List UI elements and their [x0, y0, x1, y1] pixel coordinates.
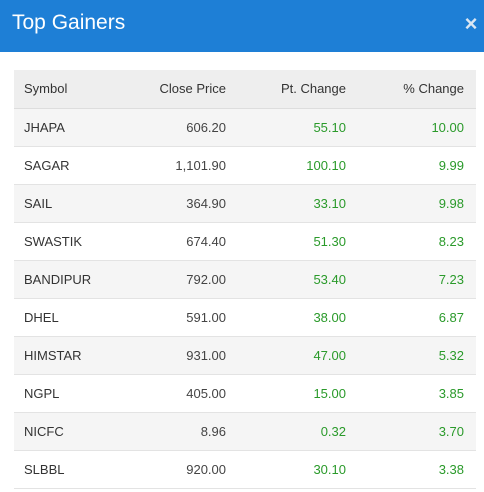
cell-pct-change: 3.70 — [438, 423, 464, 439]
cell-pt-change: 47.00 — [313, 347, 346, 363]
cell-close-price: 8.96 — [200, 423, 226, 439]
table-row[interactable]: HIMSTAR 931.00 47.00 5.32 — [14, 336, 476, 374]
cell-symbol: NICFC — [24, 423, 64, 439]
table-row[interactable]: DHEL 591.00 38.00 6.87 — [14, 298, 476, 336]
cell-symbol: SWASTIK — [24, 233, 83, 249]
cell-pct-change: 9.99 — [438, 157, 464, 173]
table-row[interactable]: JHAPA 606.20 55.10 10.00 — [14, 108, 476, 146]
table-row[interactable]: BANDIPUR 792.00 53.40 7.23 — [14, 260, 476, 298]
cell-symbol: SAIL — [24, 195, 53, 211]
cell-pct-change: 9.98 — [438, 195, 464, 211]
cell-close-price: 405.00 — [186, 385, 226, 401]
cell-close-price: 674.40 — [186, 233, 226, 249]
cell-symbol: NGPL — [24, 385, 60, 401]
cell-pct-change: 7.23 — [438, 271, 464, 287]
cell-close-price: 606.20 — [186, 119, 226, 135]
cell-symbol: HIMSTAR — [24, 347, 82, 363]
cell-pct-change: 10.00 — [431, 119, 464, 135]
cell-pt-change: 33.10 — [313, 195, 346, 211]
table-row[interactable]: SWASTIK 674.40 51.30 8.23 — [14, 222, 476, 260]
cell-pct-change: 3.38 — [438, 461, 464, 477]
column-header-pct-change[interactable]: % Change — [358, 70, 476, 109]
cell-pt-change: 53.40 — [313, 271, 346, 287]
cell-symbol: JHAPA — [24, 119, 65, 135]
cell-close-price: 792.00 — [186, 271, 226, 287]
cell-close-price: 591.00 — [186, 309, 226, 325]
modal-header: Top Gainers × — [0, 0, 484, 52]
column-header-close-price[interactable]: Close Price — [122, 70, 238, 109]
cell-symbol: SLBBL — [24, 461, 65, 477]
cell-close-price: 931.00 — [186, 347, 226, 363]
cell-close-price: 920.00 — [186, 461, 226, 477]
cell-pt-change: 38.00 — [313, 309, 346, 325]
cell-symbol: BANDIPUR — [24, 271, 92, 287]
cell-symbol: SAGAR — [24, 157, 70, 173]
cell-pt-change: 100.10 — [306, 157, 346, 173]
cell-close-price: 1,101.90 — [175, 157, 226, 173]
cell-symbol: DHEL — [24, 309, 59, 325]
cell-pt-change: 55.10 — [313, 119, 346, 135]
close-icon[interactable]: × — [464, 11, 478, 36]
cell-pt-change: 51.30 — [313, 233, 346, 249]
cell-close-price: 364.90 — [186, 195, 226, 211]
cell-pct-change: 6.87 — [438, 309, 464, 325]
cell-pt-change: 30.10 — [313, 461, 346, 477]
gainers-table-container: Symbol Close Price Pt. Change % Change J… — [14, 70, 476, 489]
table-row[interactable]: NGPL 405.00 15.00 3.85 — [14, 374, 476, 412]
table-row[interactable]: SAIL 364.90 33.10 9.98 — [14, 184, 476, 222]
cell-pct-change: 3.85 — [438, 385, 464, 401]
cell-pt-change: 0.32 — [320, 423, 346, 439]
gainers-table: Symbol Close Price Pt. Change % Change J… — [14, 70, 476, 489]
cell-pt-change: 15.00 — [313, 385, 346, 401]
modal-title: Top Gainers — [12, 11, 126, 34]
table-row[interactable]: SLBBL 920.00 30.10 3.38 — [14, 450, 476, 488]
cell-pct-change: 5.32 — [438, 347, 464, 363]
table-row[interactable]: NICFC 8.96 0.32 3.70 — [14, 412, 476, 450]
cell-pct-change: 8.23 — [438, 233, 464, 249]
column-header-symbol[interactable]: Symbol — [14, 70, 122, 109]
table-row[interactable]: SAGAR 1,101.90 100.10 9.99 — [14, 146, 476, 184]
column-header-pt-change[interactable]: Pt. Change — [238, 70, 358, 109]
table-header-row: Symbol Close Price Pt. Change % Change — [14, 70, 476, 109]
